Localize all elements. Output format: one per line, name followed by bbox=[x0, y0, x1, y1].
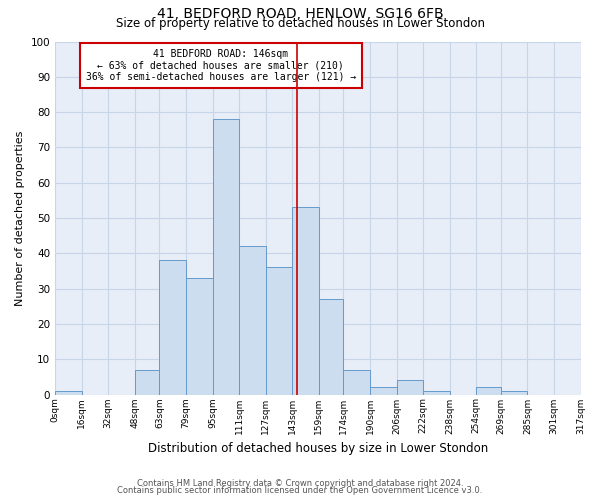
Text: Contains HM Land Registry data © Crown copyright and database right 2024.: Contains HM Land Registry data © Crown c… bbox=[137, 478, 463, 488]
Bar bbox=[212, 119, 239, 394]
Bar bbox=[266, 268, 292, 394]
Bar bbox=[55, 391, 82, 394]
Bar bbox=[397, 380, 423, 394]
Bar bbox=[370, 388, 397, 394]
Text: Size of property relative to detached houses in Lower Stondon: Size of property relative to detached ho… bbox=[115, 18, 485, 30]
Bar bbox=[239, 246, 266, 394]
Bar bbox=[292, 208, 319, 394]
Y-axis label: Number of detached properties: Number of detached properties bbox=[15, 130, 25, 306]
Bar bbox=[343, 370, 370, 394]
Text: 41, BEDFORD ROAD, HENLOW, SG16 6FB: 41, BEDFORD ROAD, HENLOW, SG16 6FB bbox=[157, 8, 443, 22]
Bar bbox=[423, 391, 449, 394]
Bar bbox=[319, 299, 343, 394]
X-axis label: Distribution of detached houses by size in Lower Stondon: Distribution of detached houses by size … bbox=[148, 442, 488, 455]
Bar bbox=[160, 260, 186, 394]
Text: 41 BEDFORD ROAD: 146sqm
← 63% of detached houses are smaller (210)
36% of semi-d: 41 BEDFORD ROAD: 146sqm ← 63% of detache… bbox=[86, 48, 356, 82]
Bar bbox=[134, 370, 160, 394]
Bar bbox=[501, 391, 527, 394]
Text: Contains public sector information licensed under the Open Government Licence v3: Contains public sector information licen… bbox=[118, 486, 482, 495]
Bar bbox=[186, 278, 212, 394]
Bar bbox=[476, 388, 501, 394]
